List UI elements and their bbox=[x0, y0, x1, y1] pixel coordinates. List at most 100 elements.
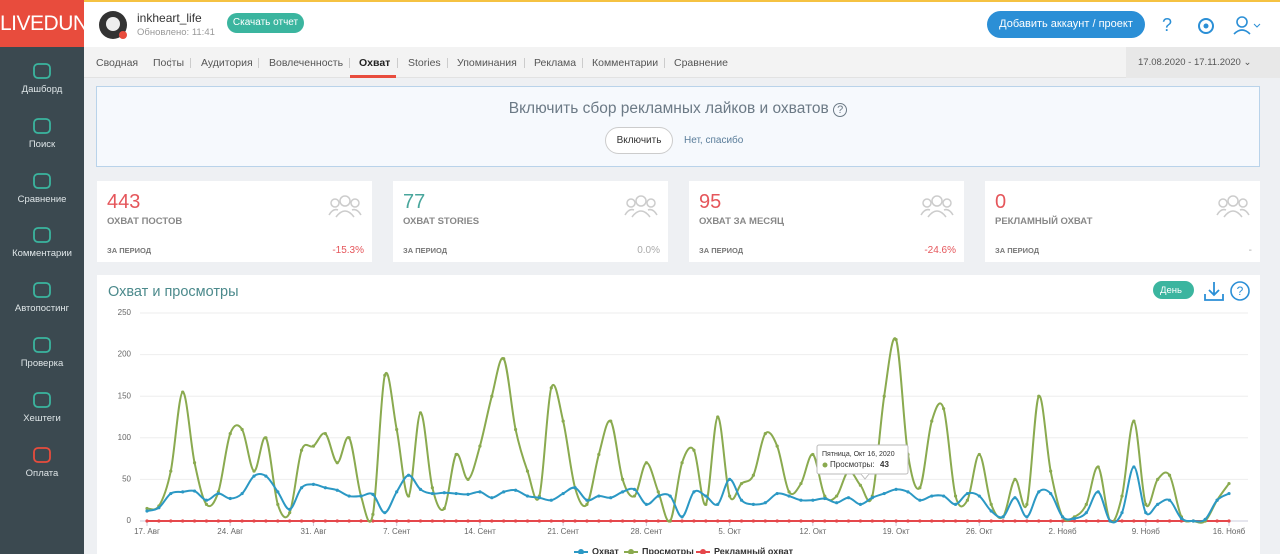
account-name[interactable]: inkheart_life bbox=[137, 11, 202, 25]
updated: Обновлено: 11:41 bbox=[137, 27, 215, 38]
y-tick-label: 150 bbox=[118, 391, 132, 400]
point bbox=[478, 444, 482, 448]
tab[interactable]: Сравнение bbox=[674, 57, 728, 69]
nav-icon bbox=[33, 391, 51, 408]
nav-label[interactable]: Оплата bbox=[25, 467, 59, 479]
point bbox=[763, 432, 767, 436]
download-report[interactable]: Скачать отчет bbox=[227, 13, 304, 33]
point bbox=[882, 491, 886, 496]
nav-item[interactable]: Проверка bbox=[0, 336, 84, 369]
nav-label[interactable]: Дашборд bbox=[21, 84, 63, 95]
point bbox=[728, 494, 732, 498]
point bbox=[1132, 519, 1136, 523]
tab[interactable]: Сводная bbox=[96, 57, 139, 69]
nav-label[interactable]: Сравнение bbox=[17, 193, 67, 205]
point bbox=[1037, 519, 1041, 523]
period-button[interactable] bbox=[1153, 281, 1194, 299]
avatar[interactable] bbox=[98, 10, 128, 40]
point bbox=[906, 490, 910, 494]
tab[interactable]: Аудитория bbox=[201, 57, 253, 69]
point bbox=[418, 519, 423, 523]
point bbox=[525, 519, 530, 523]
nav-item[interactable]: Хештеги bbox=[0, 391, 84, 424]
stat-label: ОХВАТ ЗА МЕСЯЦ bbox=[699, 216, 784, 227]
tooltip-title: Пятница, Окт 16, 2020 bbox=[822, 451, 895, 458]
nav-item[interactable]: Дашборд bbox=[0, 62, 84, 95]
tab[interactable]: Комментарии bbox=[592, 57, 659, 69]
point bbox=[787, 494, 791, 498]
point bbox=[739, 519, 744, 523]
point bbox=[585, 502, 589, 506]
point bbox=[930, 519, 934, 523]
tab[interactable]: Stories bbox=[408, 57, 441, 69]
point bbox=[632, 519, 637, 523]
tab[interactable]: Посты bbox=[153, 57, 184, 69]
point bbox=[430, 486, 434, 490]
nav-label[interactable]: Поиск bbox=[28, 138, 56, 150]
point bbox=[763, 501, 767, 505]
stat-period: ЗА ПЕРИОД bbox=[403, 246, 448, 255]
point bbox=[406, 473, 411, 477]
nav-item[interactable]: Автопостинг bbox=[0, 281, 84, 314]
tab[interactable]: Вовлеченность bbox=[269, 57, 344, 69]
nav-label[interactable]: Хештеги bbox=[23, 412, 61, 424]
point bbox=[728, 477, 732, 481]
help-icon-mark[interactable]: ? bbox=[1237, 284, 1244, 298]
decline-link[interactable]: Нет, спасибо bbox=[684, 135, 744, 146]
point bbox=[894, 338, 898, 342]
stat-card: 443 ОХВАТ ПОСТОВ ЗА ПЕРИОД -15.3% bbox=[97, 181, 372, 262]
point bbox=[299, 486, 304, 490]
point bbox=[323, 486, 327, 490]
point bbox=[787, 519, 791, 523]
nav-icon bbox=[33, 63, 51, 79]
point bbox=[1227, 481, 1231, 486]
point bbox=[216, 519, 220, 523]
logo[interactable]: LIVEDUNE bbox=[0, 0, 102, 47]
active-underline bbox=[350, 75, 396, 78]
point bbox=[561, 419, 565, 423]
point bbox=[668, 519, 672, 523]
date-range[interactable]: 17.08.2020 - 17.11.2020 ⌄ bbox=[1126, 47, 1280, 78]
nav-item[interactable]: Комментарии bbox=[0, 226, 84, 259]
header-icons[interactable]: ? bbox=[1156, 14, 1266, 38]
nav-label[interactable]: Комментарии bbox=[12, 248, 72, 260]
help-icon[interactable] bbox=[1230, 281, 1250, 301]
point bbox=[1120, 519, 1124, 523]
legend-label: Рекламный охват bbox=[714, 546, 794, 554]
point bbox=[942, 494, 946, 498]
point bbox=[478, 519, 482, 523]
point bbox=[870, 496, 874, 500]
point bbox=[418, 487, 423, 491]
point bbox=[1072, 519, 1077, 523]
point bbox=[454, 452, 458, 457]
point bbox=[811, 498, 815, 502]
point bbox=[1013, 519, 1017, 523]
point bbox=[169, 519, 173, 523]
nav-label[interactable]: Проверка bbox=[20, 358, 64, 369]
point bbox=[288, 519, 292, 523]
enable-button[interactable]: Включить bbox=[605, 127, 673, 154]
point bbox=[252, 474, 256, 478]
point bbox=[490, 519, 494, 523]
point bbox=[846, 496, 851, 500]
point bbox=[549, 498, 553, 502]
nav-label[interactable]: Автопостинг bbox=[14, 303, 70, 315]
point bbox=[525, 469, 530, 473]
tab-active[interactable]: Охват bbox=[359, 57, 391, 69]
nav-item[interactable]: Поиск bbox=[0, 117, 84, 150]
point bbox=[953, 502, 958, 506]
point bbox=[977, 519, 981, 523]
nav-item[interactable]: Оплата bbox=[0, 446, 84, 479]
nav-item[interactable]: Сравнение bbox=[0, 172, 84, 205]
download-icon[interactable] bbox=[1204, 282, 1224, 301]
date-range-text[interactable]: 17.08.2020 - 17.11.2020 bbox=[1138, 57, 1241, 68]
tab[interactable]: Реклама bbox=[534, 57, 577, 69]
chart: Охват и просмотры День ? 0 50 100 150 200 250… bbox=[97, 275, 1260, 554]
point bbox=[1215, 519, 1219, 523]
point bbox=[1191, 519, 1195, 523]
add-account[interactable]: Добавить аккаунт / проект bbox=[987, 11, 1145, 38]
tab[interactable]: Упоминания bbox=[457, 57, 517, 69]
point bbox=[157, 519, 161, 523]
period-button-text[interactable]: День bbox=[1160, 285, 1182, 296]
